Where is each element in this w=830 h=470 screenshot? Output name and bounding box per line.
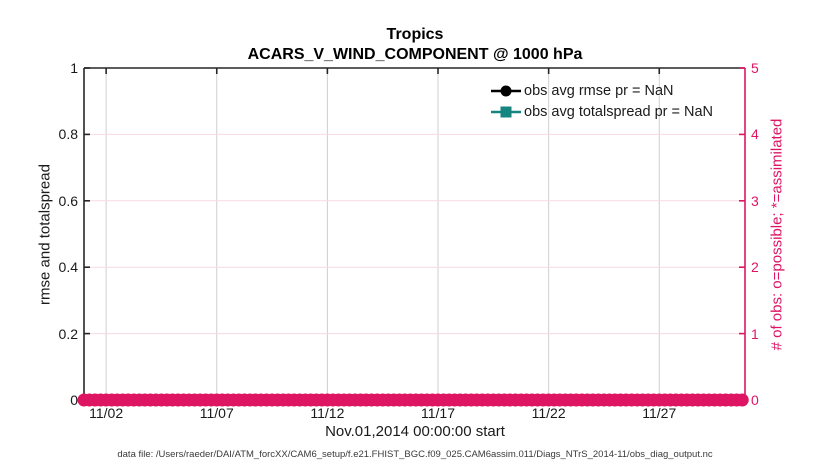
left-tick-label: 1 [70,60,78,76]
right-tick-label: 4 [751,126,759,143]
right-axis-label: # of obs: o=possible; *=assimilated [768,118,786,351]
left-tick-label: 0.4 [58,259,78,276]
legend-item-totalspread: obs avg totalspread pr = NaN [490,101,713,122]
rmse-line-circle-marker-icon [491,85,521,96]
left-tick-label: 0.8 [58,126,78,143]
legend-label-totalspread: obs avg totalspread pr = NaN [524,103,714,120]
data-file-caption: data file: /Users/raeder/DAI/ATM_forcXX/… [117,449,713,460]
title-variable: ACARS_V_WIND_COMPONENT @ 1000 hPa [247,46,583,63]
x-axis-label: Nov.01,2014 00:00:00 start [325,423,505,440]
y-gridlines [84,133,745,335]
legend-item-rmse: obs avg rmse pr = NaN [490,80,713,101]
obs-count-marker [735,393,749,407]
legend-label-rmse: obs avg rmse pr = NaN [524,82,674,99]
x-tick-label: 11/27 [642,405,677,421]
left-tick-label: 0.6 [58,192,78,209]
right-tick-label: 1 [751,325,759,342]
right-tick-label: 0 [751,392,759,408]
obs-count-markers [77,393,749,407]
x-tick-label: 11/17 [421,405,455,421]
right-tick-label: 2 [751,259,759,276]
totalspread-line-square-marker-icon [491,106,521,117]
x-gridlines [105,68,660,400]
x-tick-label: 11/22 [531,405,566,421]
left-tick-label: 0.2 [58,325,78,342]
legend: obs avg rmse pr = NaN obs avg totalsprea… [490,80,713,122]
left-tick-label: 0 [70,392,78,408]
chart-title: Tropics ACARS_V_WIND_COMPONENT @ 1000 hP… [0,25,830,65]
x-tick-label: 11/02 [89,405,124,421]
right-tick-label: 5 [751,60,759,76]
title-region: Tropics [386,26,444,43]
x-tick-label: 11/12 [310,405,345,421]
right-tick-label: 3 [751,192,759,209]
x-tick-label: 11/07 [199,405,234,421]
left-axis-label: rmse and totalspread [36,164,54,305]
